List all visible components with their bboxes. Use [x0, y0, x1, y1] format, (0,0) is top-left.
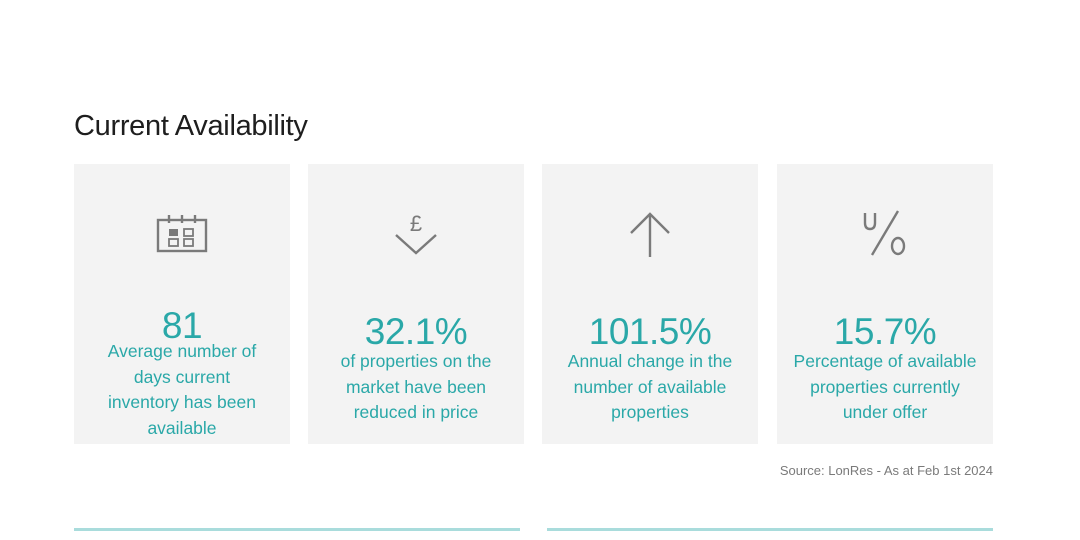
source-note: Source: LonRes - As at Feb 1st 2024 — [779, 463, 993, 478]
section-title: Current Availability — [74, 110, 308, 142]
divider-right — [547, 528, 993, 531]
stat-card-annual-change: 101.5% Annual change in the number of av… — [542, 164, 758, 444]
stat-value: 101.5% — [588, 311, 712, 352]
divider-left — [74, 528, 520, 531]
stat-description: Average number of days current inventory… — [107, 341, 257, 438]
stat-card-days-available: 81 Average number of days current invent… — [74, 164, 290, 444]
stat-description: of properties on the market have been re… — [340, 351, 492, 422]
stat-value: 32.1% — [364, 311, 468, 352]
stat-card-price-reduced: £ 32.1% of properties on the market have… — [308, 164, 524, 444]
pound-down-arrow-icon: £ — [308, 208, 524, 260]
calendar-icon — [74, 208, 290, 260]
svg-text:£: £ — [410, 211, 422, 236]
stat-description: Annual change in the number of available… — [567, 351, 733, 422]
stat-value: 15.7% — [833, 311, 937, 352]
stat-value: 81 — [161, 305, 203, 346]
percent-icon — [777, 208, 993, 260]
stat-card-under-offer: 15.7% Percentage of available properties… — [777, 164, 993, 444]
up-arrow-icon — [542, 208, 758, 260]
stat-description: Percentage of available properties curre… — [793, 351, 977, 422]
